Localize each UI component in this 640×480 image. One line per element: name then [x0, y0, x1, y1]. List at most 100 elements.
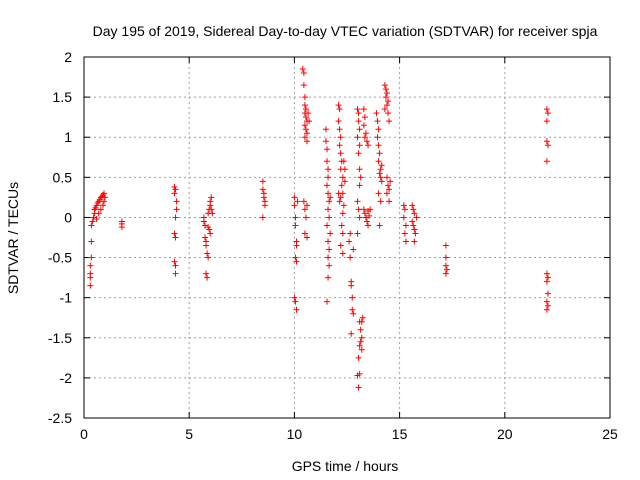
data-point	[402, 222, 409, 229]
data-point	[374, 118, 381, 125]
data-point	[355, 110, 362, 117]
data-point	[354, 372, 361, 379]
data-point	[293, 306, 300, 313]
data-point	[172, 214, 179, 221]
data-point	[356, 342, 363, 349]
data-point	[208, 194, 215, 201]
data-point	[87, 282, 94, 289]
data-point	[347, 230, 354, 237]
data-point	[410, 222, 417, 229]
data-point	[326, 198, 333, 205]
data-point	[357, 338, 364, 345]
data-point	[385, 110, 392, 117]
data-point	[356, 166, 363, 173]
data-point	[361, 210, 368, 217]
data-point	[118, 224, 125, 231]
data-point	[201, 234, 208, 241]
data-point	[324, 298, 331, 305]
data-point	[292, 254, 299, 261]
data-point	[544, 290, 551, 297]
data-point	[260, 194, 267, 201]
data-point	[360, 206, 367, 213]
data-point	[300, 82, 307, 89]
data-point	[336, 198, 343, 205]
data-point	[355, 118, 362, 125]
data-point	[173, 198, 180, 205]
data-point	[339, 210, 346, 217]
data-point	[411, 226, 418, 233]
data-point	[544, 142, 551, 149]
data-point	[363, 218, 370, 225]
data-point	[361, 114, 368, 121]
data-point	[349, 306, 356, 313]
axis-ticks: 0 5 10 15 20 25 -2.5 -2 -1.5 -1 -0.5 0 0.5 1 1.5 2	[48, 49, 618, 442]
data-point	[293, 258, 300, 265]
data-point	[336, 106, 343, 113]
data-point	[302, 126, 309, 133]
data-point	[90, 214, 97, 221]
data-point	[374, 134, 381, 141]
data-point	[203, 270, 210, 277]
data-point	[356, 214, 363, 221]
data-point	[373, 110, 380, 117]
data-point	[293, 242, 300, 249]
data-point	[349, 294, 356, 301]
data-point	[337, 242, 344, 249]
data-point	[259, 186, 266, 193]
x-tick-label: 15	[392, 426, 408, 442]
data-point	[341, 178, 348, 185]
data-point	[300, 70, 307, 77]
data-point	[172, 262, 179, 269]
data-point	[336, 126, 343, 133]
y-tick-label: -2.5	[48, 410, 72, 426]
data-point	[301, 94, 308, 101]
data-point	[350, 246, 357, 253]
data-point	[324, 158, 331, 165]
data-point	[338, 182, 345, 189]
data-point	[356, 126, 363, 133]
data-point	[365, 222, 372, 229]
data-point	[543, 306, 550, 313]
data-point	[359, 314, 366, 321]
data-point	[304, 202, 311, 209]
data-point	[325, 166, 332, 173]
data-points	[87, 66, 551, 391]
data-point	[544, 110, 551, 117]
data-point	[354, 134, 361, 141]
data-point	[327, 230, 334, 237]
data-point	[261, 202, 268, 209]
x-tick-label: 25	[602, 426, 618, 442]
data-point	[382, 86, 389, 93]
data-point	[383, 90, 390, 97]
data-point	[377, 198, 384, 205]
data-point	[294, 198, 301, 205]
data-point	[326, 214, 333, 221]
data-point	[304, 138, 311, 145]
data-point	[378, 162, 385, 169]
data-point	[340, 158, 347, 165]
data-point	[413, 214, 420, 221]
data-point	[87, 262, 94, 269]
data-point	[386, 118, 393, 125]
data-point	[324, 222, 331, 229]
data-point	[204, 250, 211, 257]
grid-lines	[84, 57, 610, 418]
data-point	[301, 122, 308, 129]
data-point	[443, 266, 450, 273]
data-point	[442, 242, 449, 249]
data-point	[338, 222, 345, 229]
data-point	[325, 206, 332, 213]
data-point	[442, 254, 449, 261]
data-point	[88, 222, 95, 229]
data-point	[356, 142, 363, 149]
data-point	[383, 102, 390, 109]
data-point	[102, 194, 109, 201]
data-point	[383, 174, 390, 181]
data-point	[543, 298, 550, 305]
data-point	[401, 206, 408, 213]
y-tick-label: 1.5	[53, 89, 73, 105]
data-point	[88, 238, 95, 245]
data-point	[544, 274, 551, 281]
data-point	[375, 126, 382, 133]
data-point	[409, 202, 416, 209]
